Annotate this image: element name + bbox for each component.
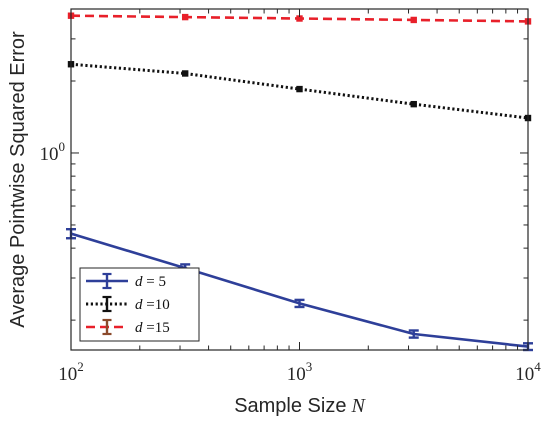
axis-ticks — [70, 8, 529, 350]
legend: d = 5 d =10 d =15 — [79, 267, 200, 342]
data-point — [296, 85, 303, 93]
data-point — [294, 298, 305, 309]
x-axis-title: Sample Size N — [234, 395, 366, 417]
y-axis-title: Average Pointwise Squared Error — [7, 31, 29, 328]
y-tick-label: 100 — [40, 139, 66, 165]
data-point — [408, 329, 419, 339]
legend-item-15: d =15 — [86, 318, 170, 336]
legend-label: d = 5 — [135, 274, 166, 290]
x-tick-label: 102 — [58, 359, 84, 385]
point-marker — [296, 15, 303, 22]
tick-labels: 102 103 104 100 — [40, 139, 542, 385]
data-point — [410, 16, 417, 24]
x-tick-label: 104 — [515, 359, 541, 385]
legend-label: d =15 — [135, 320, 170, 336]
series-10 — [67, 61, 532, 122]
point-marker — [181, 70, 189, 77]
data-point — [410, 100, 417, 108]
legend-item-5: d = 5 — [86, 272, 166, 290]
data-point — [181, 13, 189, 21]
legend-item-10: d =10 — [86, 295, 170, 313]
point-marker — [410, 16, 417, 24]
point-marker — [410, 100, 417, 108]
point-marker — [181, 13, 189, 21]
point-marker — [296, 85, 303, 93]
data-point — [181, 70, 189, 77]
legend-label: d =10 — [135, 297, 170, 313]
data-point — [296, 15, 303, 22]
x-tick-label: 103 — [287, 359, 313, 385]
